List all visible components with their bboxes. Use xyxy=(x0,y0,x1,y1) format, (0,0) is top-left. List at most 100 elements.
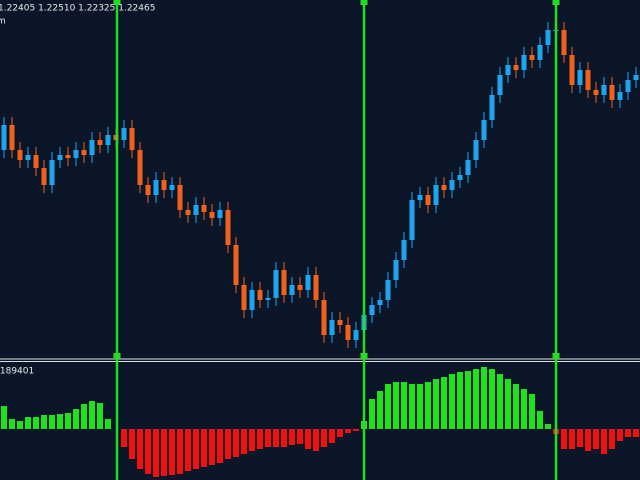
candle-body xyxy=(577,70,583,85)
histogram-bar xyxy=(625,429,631,437)
candle-body xyxy=(257,290,263,300)
histogram-bar xyxy=(273,429,279,447)
candle-body xyxy=(297,285,303,290)
histogram-bar xyxy=(353,429,359,431)
histogram-bar xyxy=(153,429,159,477)
candle-body xyxy=(369,305,375,315)
histogram-bar xyxy=(73,409,79,429)
histogram-bar xyxy=(249,429,255,451)
histogram-bar xyxy=(49,415,55,429)
candle-body xyxy=(625,80,631,92)
candle-body xyxy=(41,168,47,185)
candle-body xyxy=(329,320,335,335)
histogram-bar xyxy=(25,417,31,429)
candle-body xyxy=(153,180,159,195)
histogram-bar xyxy=(17,421,23,429)
histogram-bar xyxy=(545,424,551,429)
event-marker xyxy=(360,0,368,5)
histogram-bar xyxy=(569,429,575,449)
candle-body xyxy=(121,128,127,140)
histogram-bar xyxy=(209,429,215,465)
candle-body xyxy=(337,320,343,325)
histogram-bar xyxy=(281,429,287,447)
candle-body xyxy=(393,260,399,280)
histogram-bar xyxy=(425,382,431,429)
histogram-bar xyxy=(521,389,527,429)
candle-body xyxy=(17,150,23,160)
candle-body xyxy=(105,135,111,145)
histogram-bar xyxy=(537,411,543,429)
histogram-bar xyxy=(193,429,199,469)
histogram-bar xyxy=(297,429,303,444)
candle-body xyxy=(521,55,527,70)
candle-body xyxy=(57,155,63,160)
candle-body xyxy=(89,140,95,155)
histogram-bar xyxy=(169,429,175,475)
candle-body xyxy=(81,150,87,155)
candle-body xyxy=(489,95,495,120)
candle-body xyxy=(473,140,479,160)
event-lines xyxy=(113,0,560,480)
candle-body xyxy=(225,210,231,245)
candle-body xyxy=(529,55,535,60)
candle-body xyxy=(241,285,247,310)
candle-body xyxy=(313,275,319,300)
histogram-bar xyxy=(9,419,15,429)
candle-body xyxy=(465,160,471,175)
histogram-bar xyxy=(1,406,7,429)
histogram-bar xyxy=(561,429,567,449)
candle-body xyxy=(409,200,415,240)
candle-body xyxy=(545,30,551,45)
candle-body xyxy=(449,180,455,190)
histogram-bar xyxy=(265,429,271,447)
candle-body xyxy=(9,125,15,150)
histogram-bar xyxy=(257,429,263,449)
histogram-bar xyxy=(465,371,471,429)
histogram-bar xyxy=(505,379,511,429)
candle-body xyxy=(193,205,199,215)
candle-body xyxy=(345,325,351,340)
histogram-bar xyxy=(417,384,423,429)
candle-body xyxy=(617,92,623,100)
candle-body xyxy=(97,140,103,145)
candle-body xyxy=(273,270,279,298)
candle-body xyxy=(145,185,151,195)
event-marker xyxy=(113,0,121,5)
histogram-bar xyxy=(393,382,399,429)
candle-body xyxy=(169,185,175,190)
candle-body xyxy=(537,45,543,60)
histogram-bar xyxy=(385,384,391,429)
candle-body xyxy=(497,75,503,95)
candle-body xyxy=(217,210,223,218)
candle-body xyxy=(161,180,167,190)
histogram-bar xyxy=(217,429,223,463)
histogram-bar xyxy=(305,429,311,449)
histogram-bar xyxy=(345,429,351,433)
candle-body xyxy=(305,275,311,290)
candle-body xyxy=(65,155,71,158)
histogram-bar xyxy=(313,429,319,451)
event-marker xyxy=(552,353,560,359)
candle-body xyxy=(265,298,271,300)
histogram-bar xyxy=(409,384,415,429)
event-marker xyxy=(360,353,368,359)
candle-body xyxy=(417,195,423,200)
candle-body xyxy=(321,300,327,335)
histogram-bar xyxy=(105,419,111,429)
candle-body xyxy=(569,55,575,85)
histogram-bar xyxy=(321,429,327,447)
histogram-bar xyxy=(81,404,87,429)
candle-body xyxy=(233,245,239,285)
histogram-bar xyxy=(433,379,439,429)
candle-body xyxy=(377,300,383,305)
event-marker xyxy=(113,353,121,359)
candle-body xyxy=(137,150,143,185)
candle-body xyxy=(513,65,519,70)
candle-body xyxy=(385,280,391,300)
histogram-bar xyxy=(201,429,207,467)
candle-body xyxy=(441,185,447,190)
histogram-bar xyxy=(449,374,455,429)
candle-body xyxy=(593,90,599,95)
